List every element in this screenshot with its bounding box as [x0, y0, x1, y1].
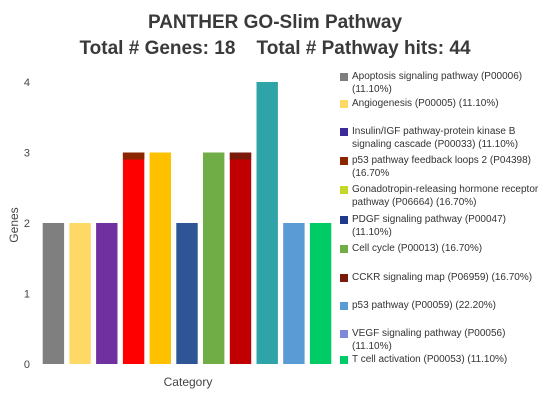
legend-item: Cell cycle (P00013) (16.70%) [340, 242, 548, 255]
legend-swatch [340, 216, 348, 224]
bar [203, 152, 225, 364]
legend-swatch [340, 73, 348, 81]
legend-item: p53 pathway (P00059) (22.20%) [340, 299, 548, 312]
bar [42, 223, 65, 364]
legend-label: p53 pathway feedback loops 2 (P04398) (1… [352, 155, 532, 179]
legend-label: Cell cycle (P00013) (16.70%) [352, 243, 483, 254]
legend-label: Insulin/IGF pathway-protein kinase B sig… [352, 126, 519, 150]
bar [309, 223, 332, 364]
bar [229, 152, 252, 364]
legend-swatch [340, 274, 348, 282]
bar [149, 152, 171, 364]
y-tick-label: 2 [24, 218, 30, 230]
legend-label: p53 pathway (P00059) (22.20%) [352, 300, 496, 311]
y-tick-label: 4 [24, 77, 30, 89]
legend-item: VEGF signaling pathway (P00056) (11.10%) [340, 327, 548, 353]
plot-area: 0 1 2 3 4 [24, 77, 332, 371]
legend-item: Apoptosis signaling pathway (P00006) (11… [340, 70, 548, 96]
legend-item: T cell activation (P00053) (11.10%) [340, 353, 548, 366]
bar [283, 223, 305, 364]
legend-label: Angiogenesis (P00005) (11.10%) [352, 98, 499, 109]
legend-swatch [340, 302, 348, 310]
bar-top-cap [122, 152, 145, 160]
bar-top-cap [229, 152, 252, 160]
legend-item: CCKR signaling map (P06959) (16.70%) [340, 271, 548, 284]
bar [256, 82, 278, 364]
x-axis-title: Category [164, 375, 213, 389]
legend-item: PDGF signaling pathway (P00047) (11.10%) [340, 213, 548, 239]
legend-swatch [340, 245, 348, 253]
legend-label: CCKR signaling map (P06959) (16.70%) [352, 272, 533, 283]
y-tick-label: 0 [24, 359, 30, 371]
legend-label: T cell activation (P00053) (11.10%) [352, 354, 508, 365]
legend-label: PDGF signaling pathway (P00047) (11.10%) [352, 214, 506, 238]
bar [122, 152, 145, 364]
legend-label: VEGF signaling pathway (P00056) (11.10%) [352, 328, 506, 352]
legend-item: p53 pathway feedback loops 2 (P04398) (1… [340, 154, 548, 180]
chart-title-line-1: PANTHER GO-Slim Pathway [147, 12, 403, 33]
legend-label: Apoptosis signaling pathway (P00006) (11… [352, 71, 523, 95]
chart-title: PANTHER GO-Slim Pathway Total # Genes: 1… [0, 10, 550, 62]
legend-label: Gonadotropin-releasing hormone receptor … [352, 184, 539, 208]
legend-item: Angiogenesis (P00005) (11.10%) [340, 97, 548, 110]
bar [96, 223, 118, 364]
y-tick-label: 3 [24, 148, 30, 160]
bar [176, 223, 198, 364]
y-axis-title: Genes [7, 207, 21, 242]
y-tick-label: 1 [24, 289, 30, 301]
legend-swatch [340, 356, 348, 364]
bar [69, 223, 91, 364]
chart-title-line-2: Total # Genes: 18 Total # Pathway hits: … [79, 38, 471, 59]
legend-swatch [340, 128, 348, 136]
legend: Apoptosis signaling pathway (P00006) (11… [340, 70, 548, 375]
legend-swatch [340, 186, 348, 194]
legend-swatch [340, 157, 348, 165]
legend-swatch [340, 100, 348, 108]
legend-swatch [340, 330, 348, 338]
legend-item: Insulin/IGF pathway-protein kinase B sig… [340, 125, 548, 151]
legend-item: Gonadotropin-releasing hormone receptor … [340, 183, 548, 209]
